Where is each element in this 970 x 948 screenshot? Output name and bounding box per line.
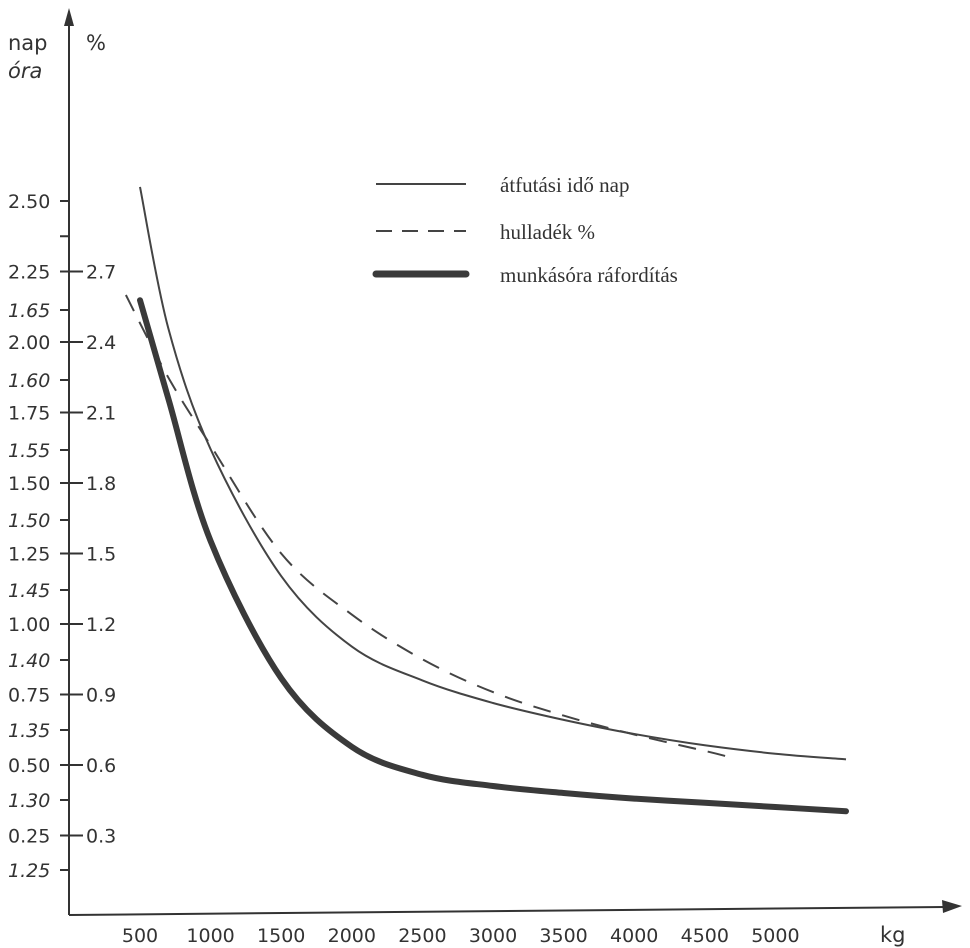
y-tick-label-ora: 1.50 xyxy=(8,510,50,532)
y-tick-label-percent: 2.4 xyxy=(86,332,116,354)
series-atfutasi-line xyxy=(139,186,847,761)
y-tick-label-nap: 1.25 xyxy=(8,544,50,566)
y-tick-label-ora: 1.45 xyxy=(8,580,50,602)
y-tick-label-percent: 1.8 xyxy=(86,473,116,495)
x-unit-kg: kg xyxy=(880,923,906,947)
y-tick-label-percent: 2.1 xyxy=(86,403,116,425)
x-tick-label: 2000 xyxy=(328,925,376,947)
x-tick-label: 500 xyxy=(122,925,158,947)
y-tick-label-ora: 1.60 xyxy=(8,370,50,392)
y-tick-label-ora: 1.35 xyxy=(8,720,50,742)
y-tick-label-ora: 1.25 xyxy=(8,860,50,882)
series-hulladek-line xyxy=(125,294,734,759)
legend-label-munkasora: munkásóra ráfordítás xyxy=(500,263,678,287)
y-tick-label-nap: 1.50 xyxy=(8,473,50,495)
x-tick-label: 2500 xyxy=(398,925,446,947)
y-tick-label-ora: 1.30 xyxy=(8,790,50,812)
legend-label-atfutasi: átfutási idő nap xyxy=(500,173,629,197)
y-tick-label-percent: 1.5 xyxy=(86,544,116,566)
x-tick-label: 4500 xyxy=(681,925,729,947)
y-unit-percent: % xyxy=(86,31,106,55)
x-tick-label: 1000 xyxy=(186,925,234,947)
x-tick-label: 5000 xyxy=(751,925,799,947)
y-tick-label-percent: 2.7 xyxy=(86,262,116,284)
y-tick-label-nap: 1.00 xyxy=(8,614,50,636)
x-tick-label: 4000 xyxy=(610,925,658,947)
x-axis-line xyxy=(68,906,946,916)
series-group xyxy=(125,186,849,815)
y-tick-label-nap: 0.25 xyxy=(8,826,50,848)
y-tick-label-ora: 1.55 xyxy=(8,440,50,462)
y-unit-nap: nap xyxy=(8,31,48,55)
y-tick-label-percent: 1.2 xyxy=(86,614,116,636)
y-tick-label-ora: 1.65 xyxy=(8,300,50,322)
y-tick-label-nap: 2.50 xyxy=(8,191,50,213)
y-tick-label-percent: 0.3 xyxy=(86,826,116,848)
y-tick-label-ora: 1.40 xyxy=(8,650,50,672)
y-ticks-nap: 2.50 2.25 2.00 1.75 1.50 1.25 1.00 0.75 0.50 0.25 xyxy=(8,191,69,848)
y-ticks-ora: 1.65 1.60 1.55 1.50 1.45 1.40 1.35 1.30 1.25 xyxy=(8,300,69,882)
legend: átfutási idő nap hulladék % munkásóra rá… xyxy=(372,173,678,287)
y-tick-label-nap: 2.25 xyxy=(8,262,50,284)
x-axis-arrow xyxy=(942,900,962,913)
y-tick-label-nap: 2.00 xyxy=(8,332,50,354)
y-tick-label-percent: 0.9 xyxy=(86,685,116,707)
y-tick-label-nap: 0.75 xyxy=(8,685,50,707)
x-tick-label: 3500 xyxy=(539,925,587,947)
series-munkasora-line xyxy=(137,297,849,815)
y-tick-label-nap: 1.75 xyxy=(8,403,50,425)
y-axis-arrow xyxy=(64,8,74,26)
y-ticks-percent: 2.7 2.4 2.1 1.8 1.5 1.2 0.9 0.6 0.3 xyxy=(69,262,116,848)
x-tick-label: 3000 xyxy=(469,925,517,947)
legend-label-hulladek: hulladék % xyxy=(500,220,595,244)
y-tick-label-nap: 0.50 xyxy=(8,755,50,777)
x-ticks: 500 1000 1500 2000 2500 3000 3500 4000 4500 5000 xyxy=(122,925,800,947)
y-unit-ora: óra xyxy=(8,59,42,83)
y-tick-label-percent: 0.6 xyxy=(86,755,116,777)
axes xyxy=(64,8,962,916)
x-tick-label: 1500 xyxy=(257,925,305,947)
